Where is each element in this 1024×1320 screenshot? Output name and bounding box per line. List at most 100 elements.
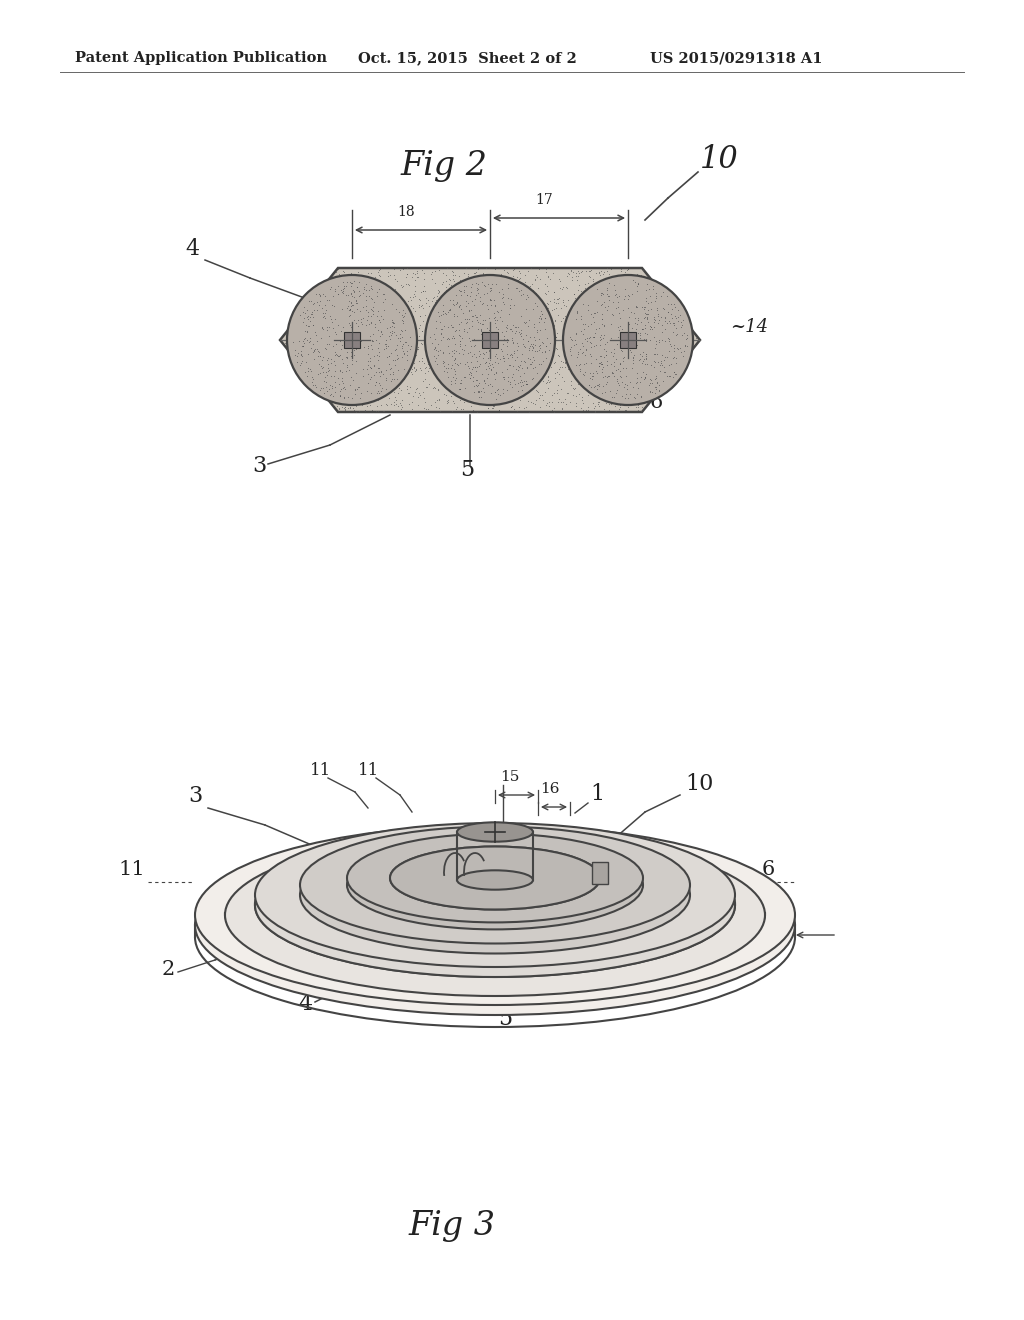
Point bbox=[403, 323, 420, 345]
Point bbox=[518, 374, 535, 395]
Point bbox=[433, 301, 450, 322]
Point bbox=[574, 363, 591, 384]
Point bbox=[582, 261, 598, 282]
Point bbox=[651, 331, 668, 352]
Point bbox=[446, 339, 463, 360]
Point bbox=[372, 346, 388, 367]
Point bbox=[544, 392, 560, 413]
Point bbox=[365, 323, 381, 345]
Point bbox=[346, 286, 362, 308]
Point bbox=[366, 388, 382, 409]
Point bbox=[356, 308, 373, 329]
Point bbox=[669, 325, 685, 346]
Point bbox=[460, 343, 476, 364]
Point bbox=[651, 379, 668, 400]
Point bbox=[434, 286, 451, 308]
Point bbox=[452, 294, 468, 315]
Point bbox=[339, 346, 355, 367]
Point bbox=[654, 285, 671, 306]
Point bbox=[585, 271, 601, 292]
Point bbox=[329, 356, 345, 378]
Point bbox=[304, 315, 321, 337]
Point bbox=[660, 293, 677, 314]
Point bbox=[657, 318, 674, 339]
Point bbox=[300, 315, 316, 337]
Point bbox=[530, 323, 547, 345]
Point bbox=[561, 264, 578, 285]
Point bbox=[622, 392, 638, 413]
Point bbox=[411, 318, 427, 339]
Point bbox=[315, 334, 332, 355]
Point bbox=[383, 327, 399, 348]
Point bbox=[396, 343, 413, 364]
Point bbox=[324, 378, 340, 399]
Point bbox=[352, 327, 369, 348]
Point bbox=[383, 371, 399, 392]
Point bbox=[435, 322, 452, 343]
Point bbox=[385, 362, 401, 383]
Point bbox=[477, 315, 494, 337]
Point bbox=[500, 366, 516, 387]
Point bbox=[593, 292, 609, 313]
Point bbox=[601, 366, 617, 387]
Point bbox=[481, 337, 498, 358]
Point bbox=[598, 345, 614, 366]
Ellipse shape bbox=[300, 837, 690, 953]
Point bbox=[589, 301, 605, 322]
Point bbox=[382, 359, 398, 380]
Point bbox=[396, 368, 413, 389]
Point bbox=[463, 300, 479, 321]
Point bbox=[511, 301, 527, 322]
Point bbox=[478, 342, 495, 363]
Point bbox=[532, 329, 549, 350]
Point bbox=[502, 374, 518, 395]
Point bbox=[451, 279, 467, 300]
Point bbox=[336, 289, 352, 310]
Point bbox=[454, 327, 470, 348]
Point bbox=[427, 309, 443, 330]
Point bbox=[542, 331, 558, 352]
Point bbox=[563, 261, 580, 282]
Point bbox=[516, 351, 532, 372]
Point bbox=[321, 326, 337, 347]
Point bbox=[373, 297, 389, 318]
Point bbox=[385, 312, 401, 333]
Point bbox=[408, 359, 424, 380]
Point bbox=[393, 300, 410, 321]
Point bbox=[524, 317, 541, 338]
Point bbox=[645, 343, 662, 364]
Point bbox=[461, 308, 477, 329]
Point bbox=[449, 367, 465, 388]
Point bbox=[401, 335, 418, 356]
Point bbox=[538, 335, 554, 356]
Point bbox=[606, 331, 623, 352]
Point bbox=[665, 348, 681, 370]
Point bbox=[473, 387, 489, 408]
Point bbox=[540, 366, 556, 387]
Point bbox=[434, 302, 451, 323]
Text: 3: 3 bbox=[252, 455, 266, 477]
Point bbox=[558, 343, 574, 364]
Point bbox=[395, 259, 412, 280]
Point bbox=[353, 360, 370, 381]
Point bbox=[526, 343, 543, 364]
Point bbox=[639, 300, 655, 321]
Point bbox=[334, 282, 350, 304]
Point bbox=[483, 314, 500, 335]
Point bbox=[452, 372, 468, 393]
Point bbox=[594, 282, 610, 304]
Point bbox=[583, 333, 599, 354]
Point bbox=[406, 318, 422, 339]
Point bbox=[529, 319, 546, 341]
Point bbox=[350, 376, 367, 397]
Point bbox=[528, 355, 545, 376]
Point bbox=[569, 366, 586, 387]
Point bbox=[480, 364, 497, 385]
Point bbox=[537, 341, 553, 362]
Text: Oct. 15, 2015  Sheet 2 of 2: Oct. 15, 2015 Sheet 2 of 2 bbox=[358, 51, 577, 65]
Point bbox=[585, 268, 601, 289]
Point bbox=[439, 392, 456, 413]
Point bbox=[640, 330, 656, 351]
Point bbox=[361, 326, 378, 347]
Point bbox=[361, 356, 378, 378]
